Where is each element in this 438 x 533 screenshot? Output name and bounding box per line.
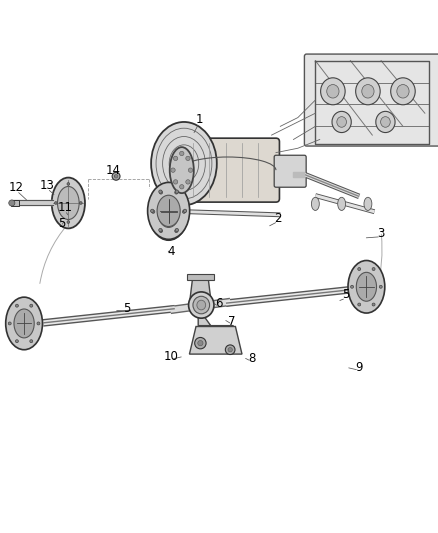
FancyBboxPatch shape bbox=[274, 155, 306, 187]
Circle shape bbox=[358, 268, 361, 271]
Circle shape bbox=[198, 341, 203, 346]
Circle shape bbox=[225, 345, 235, 354]
Circle shape bbox=[175, 229, 178, 232]
Bar bbox=[187, 273, 214, 280]
Ellipse shape bbox=[170, 147, 194, 193]
Circle shape bbox=[180, 184, 184, 189]
Circle shape bbox=[358, 303, 361, 306]
Circle shape bbox=[175, 229, 179, 232]
Text: 9: 9 bbox=[355, 361, 363, 374]
Ellipse shape bbox=[356, 272, 377, 301]
Ellipse shape bbox=[151, 122, 217, 205]
Ellipse shape bbox=[332, 111, 351, 133]
Circle shape bbox=[180, 151, 184, 156]
Text: 11: 11 bbox=[57, 201, 72, 214]
Ellipse shape bbox=[157, 195, 180, 227]
Circle shape bbox=[9, 200, 15, 206]
Circle shape bbox=[372, 268, 375, 271]
FancyBboxPatch shape bbox=[304, 54, 438, 146]
Ellipse shape bbox=[391, 78, 415, 105]
Circle shape bbox=[152, 210, 155, 213]
Text: 10: 10 bbox=[163, 350, 178, 363]
Text: 5: 5 bbox=[343, 288, 350, 302]
Circle shape bbox=[37, 322, 40, 325]
Circle shape bbox=[175, 191, 178, 194]
Ellipse shape bbox=[57, 187, 79, 220]
Circle shape bbox=[159, 229, 162, 232]
Ellipse shape bbox=[14, 309, 34, 338]
Ellipse shape bbox=[362, 85, 374, 98]
Circle shape bbox=[186, 156, 190, 160]
FancyBboxPatch shape bbox=[176, 138, 279, 202]
Circle shape bbox=[159, 190, 162, 193]
Text: 13: 13 bbox=[40, 179, 55, 192]
Bar bbox=[11, 200, 19, 206]
Circle shape bbox=[151, 209, 154, 213]
Circle shape bbox=[188, 168, 193, 172]
Circle shape bbox=[175, 190, 179, 193]
Text: 12: 12 bbox=[9, 181, 24, 194]
Ellipse shape bbox=[338, 197, 346, 211]
Circle shape bbox=[159, 229, 162, 232]
Ellipse shape bbox=[6, 297, 42, 350]
Polygon shape bbox=[189, 327, 242, 354]
Ellipse shape bbox=[356, 78, 380, 105]
Text: 14: 14 bbox=[106, 164, 120, 176]
Circle shape bbox=[159, 191, 162, 194]
Circle shape bbox=[184, 209, 187, 213]
Ellipse shape bbox=[149, 183, 188, 240]
Ellipse shape bbox=[197, 300, 206, 310]
Circle shape bbox=[67, 183, 70, 185]
Ellipse shape bbox=[376, 111, 395, 133]
Circle shape bbox=[350, 285, 353, 288]
Circle shape bbox=[114, 174, 118, 178]
Circle shape bbox=[171, 168, 175, 172]
Ellipse shape bbox=[193, 296, 209, 314]
Circle shape bbox=[54, 201, 57, 204]
Text: 4: 4 bbox=[167, 245, 175, 257]
Ellipse shape bbox=[337, 117, 346, 127]
Text: 3: 3 bbox=[378, 227, 385, 240]
Ellipse shape bbox=[397, 85, 409, 98]
Circle shape bbox=[372, 303, 375, 306]
Ellipse shape bbox=[321, 78, 345, 105]
Ellipse shape bbox=[148, 182, 190, 239]
Text: 2: 2 bbox=[274, 212, 282, 225]
Circle shape bbox=[15, 340, 18, 343]
Circle shape bbox=[186, 180, 190, 184]
Ellipse shape bbox=[311, 197, 319, 211]
Text: 7: 7 bbox=[228, 315, 236, 328]
Ellipse shape bbox=[381, 117, 390, 127]
Polygon shape bbox=[198, 308, 233, 354]
Text: 5: 5 bbox=[124, 302, 131, 314]
Circle shape bbox=[194, 337, 206, 349]
Ellipse shape bbox=[158, 196, 180, 228]
Ellipse shape bbox=[327, 85, 339, 98]
Ellipse shape bbox=[188, 292, 214, 318]
Circle shape bbox=[30, 340, 33, 343]
Circle shape bbox=[67, 221, 70, 223]
Circle shape bbox=[173, 156, 178, 160]
Circle shape bbox=[228, 348, 232, 352]
Polygon shape bbox=[189, 279, 211, 304]
Text: 8: 8 bbox=[248, 352, 255, 365]
Circle shape bbox=[173, 180, 178, 184]
Circle shape bbox=[183, 210, 186, 213]
Circle shape bbox=[30, 304, 33, 307]
Ellipse shape bbox=[364, 197, 372, 211]
Circle shape bbox=[79, 201, 82, 204]
Text: 5: 5 bbox=[58, 217, 65, 230]
Circle shape bbox=[8, 322, 11, 325]
Text: 1: 1 bbox=[195, 114, 203, 126]
Circle shape bbox=[112, 172, 120, 180]
Text: 6: 6 bbox=[215, 297, 223, 310]
Circle shape bbox=[379, 285, 382, 288]
Ellipse shape bbox=[52, 177, 85, 229]
Ellipse shape bbox=[348, 261, 385, 313]
Circle shape bbox=[15, 304, 18, 307]
